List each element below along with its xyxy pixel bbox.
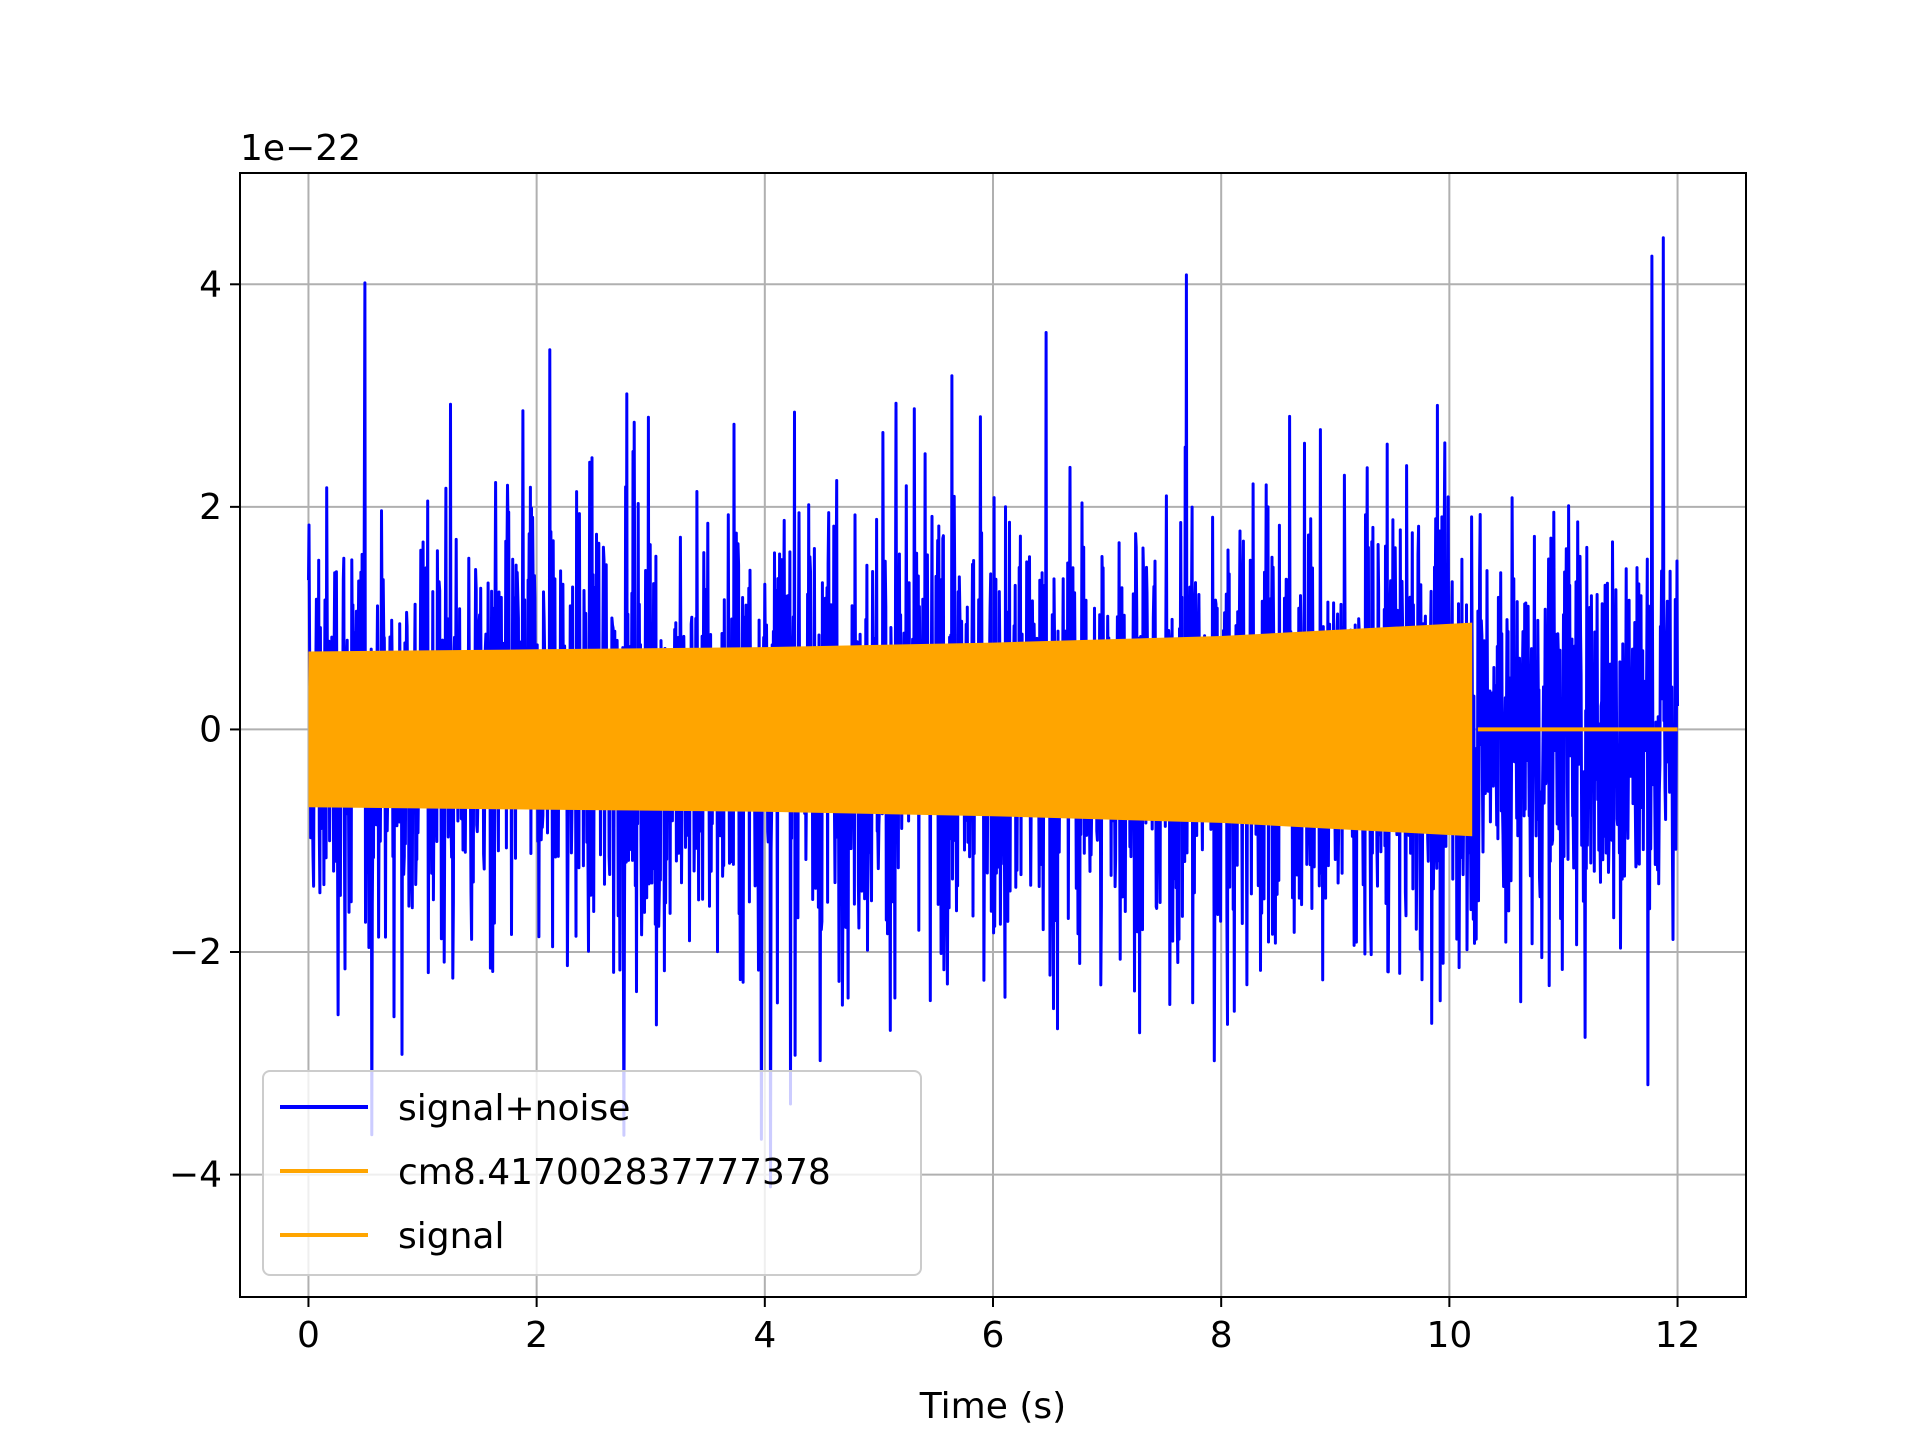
legend-label-signal: signal	[398, 1216, 505, 1257]
x-tick-label: 12	[1655, 1315, 1701, 1356]
y-axis-ticks: −4 −2 0 2 4	[169, 264, 240, 1196]
x-axis-label: Time (s)	[919, 1386, 1066, 1427]
x-tick-label: 0	[297, 1315, 320, 1356]
legend: signal+noise cm8.417002837777378 signal	[262, 1070, 922, 1276]
y-tick-label: 4	[199, 264, 222, 305]
series-layer	[307, 236, 1679, 1189]
y-tick-label: 2	[199, 487, 222, 528]
x-tick-label: 6	[982, 1315, 1005, 1356]
legend-label-cm: cm8.417002837777378	[398, 1152, 831, 1193]
x-tick-label: 2	[525, 1315, 548, 1356]
legend-box	[262, 1070, 922, 1276]
y-tick-label: −2	[169, 932, 222, 973]
x-tick-label: 8	[1210, 1315, 1233, 1356]
signal-band	[308, 622, 1473, 837]
y-tick-label: −4	[169, 1155, 222, 1196]
x-tick-label: 4	[753, 1315, 776, 1356]
y-offset-label: 1e−22	[240, 128, 361, 169]
y-tick-label: 0	[199, 709, 222, 750]
x-tick-label: 10	[1426, 1315, 1472, 1356]
legend-label-signal-noise: signal+noise	[398, 1088, 630, 1129]
x-axis-ticks: 0 2 4 6 8 10 12	[297, 1297, 1700, 1356]
